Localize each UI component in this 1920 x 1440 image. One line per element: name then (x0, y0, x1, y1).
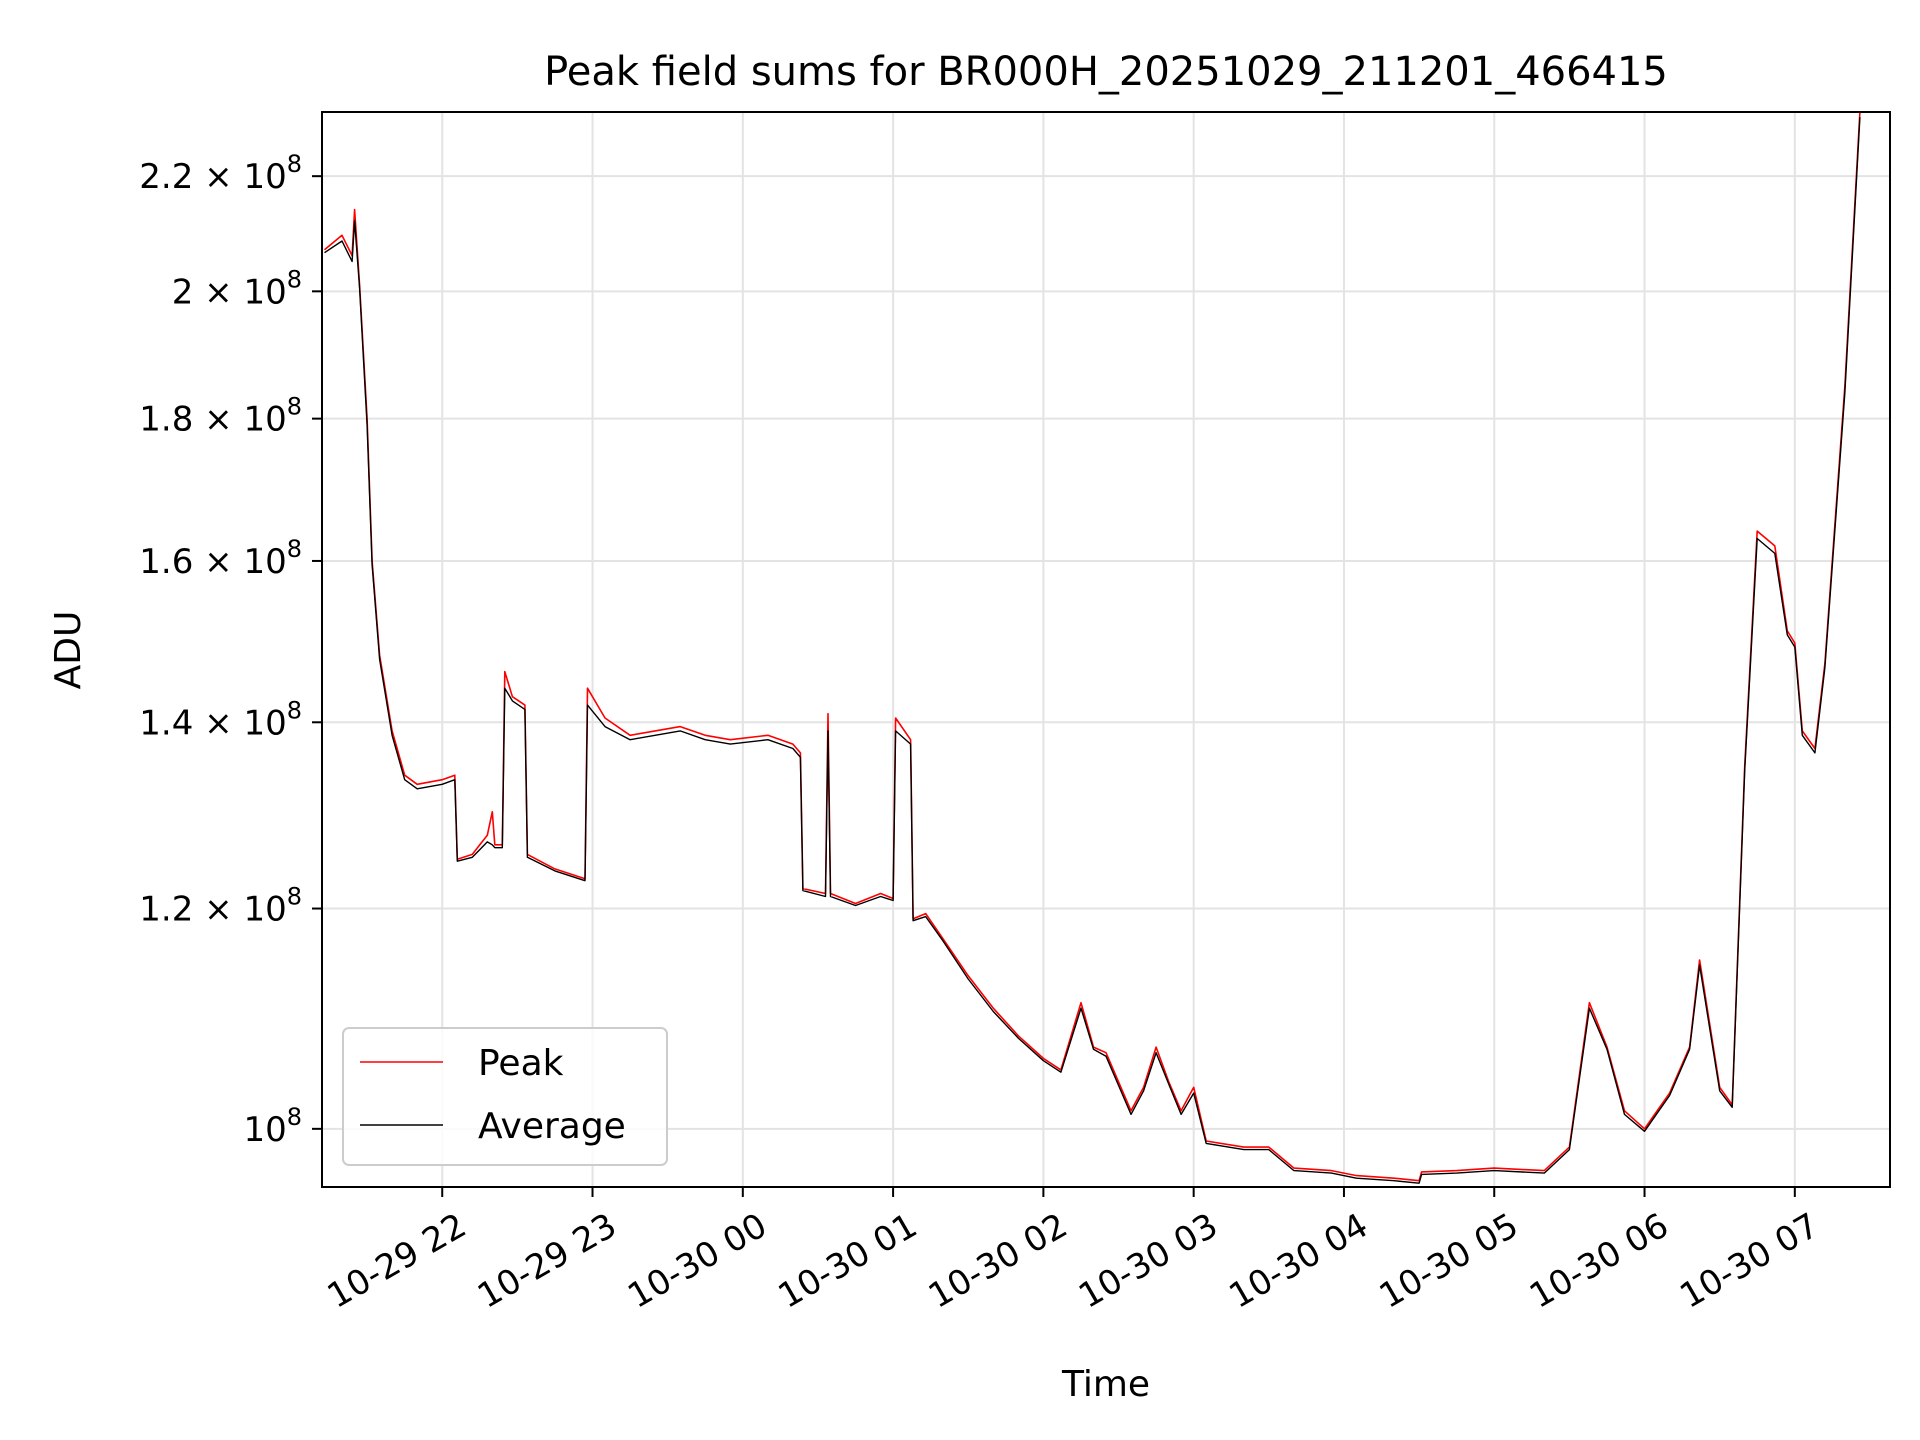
y-tick-label: 108 (243, 1103, 302, 1150)
y-tick-label: 1.4 × 108 (139, 696, 302, 743)
x-axis-label: Time (1061, 1364, 1150, 1405)
y-tick-label: 2.2 × 108 (139, 150, 302, 197)
series-line-average (324, 117, 1861, 1184)
y-tick-label: 1.2 × 108 (139, 883, 302, 930)
plot-lines (323, 111, 1861, 1184)
y-tick-label: 1.6 × 108 (139, 535, 302, 582)
y-axis-label: ADU (48, 611, 89, 690)
legend: Peak Average (342, 1027, 668, 1166)
series-line-peak (323, 111, 1861, 1182)
y-tick-label: 1.8 × 108 (139, 393, 302, 440)
legend-label-average: Average (478, 1106, 626, 1147)
chart-title: Peak field sums for BR000H_20251029_2112… (544, 49, 1668, 95)
legend-label-peak: Peak (478, 1043, 564, 1084)
plot-frame (321, 111, 1891, 1188)
y-tick-label: 2 × 108 (172, 265, 302, 312)
